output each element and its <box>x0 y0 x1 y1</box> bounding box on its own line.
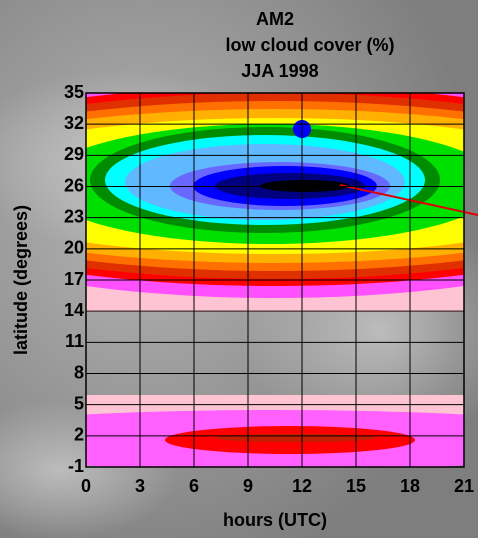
x-tick-label: 0 <box>81 476 91 496</box>
y-tick-label: 14 <box>64 300 84 320</box>
y-tick-label: 5 <box>74 393 84 413</box>
chart-title: AM2 <box>256 9 294 29</box>
y-tick-label: 32 <box>64 113 84 133</box>
y-tick-label: 26 <box>64 175 84 195</box>
x-tick-label: 6 <box>189 476 199 496</box>
x-tick-label: 18 <box>400 476 420 496</box>
y-tick-label: 29 <box>64 144 84 164</box>
chart: AM2 low cloud cover (%) JJA 1998 hours (… <box>0 0 478 538</box>
y-tick-label: -1 <box>68 456 84 476</box>
x-tick-label: 15 <box>346 476 366 496</box>
y-tick-label: 8 <box>74 362 84 382</box>
y-tick-label: 23 <box>64 206 84 226</box>
x-axis-label: hours (UTC) <box>223 510 327 530</box>
y-tick-label: 20 <box>64 238 84 258</box>
y-tick-label: 35 <box>64 82 84 102</box>
x-tick-label: 12 <box>292 476 312 496</box>
chart-subtitle: low cloud cover (%) <box>225 35 394 55</box>
contour-band <box>215 434 375 442</box>
x-tick-label: 21 <box>454 476 474 496</box>
x-tick-label: 3 <box>135 476 145 496</box>
y-tick-label: 11 <box>65 331 84 351</box>
y-tick-label: 2 <box>74 425 84 445</box>
y-tick-label: 17 <box>64 269 84 289</box>
chart-period: JJA 1998 <box>241 61 318 81</box>
x-tick-label: 9 <box>243 476 253 496</box>
y-axis-label: latitude (degrees) <box>11 205 31 355</box>
